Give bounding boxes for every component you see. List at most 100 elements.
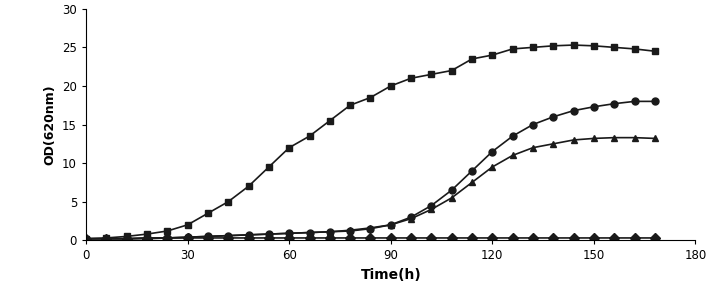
p426TEF-Xym1 <box>366 226 375 230</box>
p426TEF-Xym1 <box>123 237 131 241</box>
p426TEF-Xym1 <box>244 233 253 237</box>
p426TEF-Xym2 <box>467 169 476 173</box>
p426TEF-Xym1 <box>610 136 619 139</box>
p426TEF-XiPiromyces <box>528 46 537 49</box>
p426TEF-Xym1 <box>204 235 212 238</box>
p426TEF-XiPiromyces <box>488 53 497 57</box>
p426TEF-XiPiromyces <box>224 200 232 203</box>
p426TEF-XiPiromyces <box>427 73 436 76</box>
p426TEF-Xym2 <box>488 150 497 153</box>
p426TEF-XiPiromyces <box>82 237 90 241</box>
p426TEF-Xym1 <box>650 137 659 140</box>
p426TEF-Xym2 <box>549 115 558 119</box>
p426TEF (empty) <box>184 236 192 240</box>
p426TEF-Xym1 <box>589 137 598 140</box>
p426TEF-Xym2 <box>386 223 395 226</box>
p426TEF (empty) <box>326 236 334 240</box>
p426TEF-Xym1 <box>102 237 110 241</box>
p426TEF (empty) <box>488 236 497 240</box>
p426TEF-XiPiromyces <box>630 47 639 51</box>
p426TEF (empty) <box>285 236 293 240</box>
p426TEF-Xym2 <box>427 204 436 207</box>
p426TEF-XiPiromyces <box>569 43 578 47</box>
p426TEF-Xym2 <box>366 227 375 231</box>
p426TEF-XiPiromyces <box>366 96 375 99</box>
p426TEF-Xym2 <box>589 105 598 108</box>
p426TEF-Xym1 <box>427 208 436 211</box>
p426TEF-Xym2 <box>143 236 151 240</box>
p426TEF-Xym2 <box>528 123 537 126</box>
p426TEF-XiPiromyces <box>204 212 212 215</box>
p426TEF-XiPiromyces <box>346 103 354 107</box>
p426TEF-XiPiromyces <box>549 44 558 47</box>
p426TEF-Xym1 <box>549 142 558 146</box>
p426TEF (empty) <box>610 236 619 240</box>
p426TEF-XiPiromyces <box>467 57 476 61</box>
p426TEF-Xym1 <box>488 165 497 169</box>
p426TEF-Xym1 <box>447 196 456 200</box>
p426TEF-Xym1 <box>285 231 293 235</box>
p426TEF (empty) <box>163 236 171 240</box>
p426TEF-Xym2 <box>184 235 192 239</box>
p426TEF (empty) <box>386 236 395 240</box>
Line: p426TEF-XiPiromyces: p426TEF-XiPiromyces <box>82 42 658 242</box>
p426TEF-Xym1 <box>346 229 354 232</box>
p426TEF-Xym2 <box>305 231 314 234</box>
p426TEF-Xym1 <box>224 234 232 237</box>
p426TEF (empty) <box>549 236 558 240</box>
p426TEF-Xym2 <box>630 100 639 103</box>
p426TEF-Xym2 <box>244 233 253 237</box>
p426TEF-XiPiromyces <box>143 232 151 236</box>
p426TEF-Xym2 <box>265 232 273 236</box>
p426TEF (empty) <box>589 236 598 240</box>
p426TEF-Xym2 <box>285 231 293 235</box>
p426TEF-XiPiromyces <box>589 44 598 47</box>
p426TEF (empty) <box>265 236 273 240</box>
p426TEF (empty) <box>204 236 212 240</box>
p426TEF (empty) <box>427 236 436 240</box>
p426TEF (empty) <box>650 236 659 240</box>
p426TEF-XiPiromyces <box>447 69 456 72</box>
p426TEF-XiPiromyces <box>163 229 171 233</box>
p426TEF-Xym1 <box>528 146 537 149</box>
p426TEF-XiPiromyces <box>508 47 517 51</box>
p426TEF-Xym1 <box>407 217 415 220</box>
p426TEF-XiPiromyces <box>265 165 273 169</box>
p426TEF (empty) <box>366 236 375 240</box>
p426TEF-Xym2 <box>326 230 334 234</box>
X-axis label: Time(h): Time(h) <box>361 268 421 282</box>
p426TEF-Xym1 <box>143 236 151 240</box>
p426TEF-Xym2 <box>650 100 659 103</box>
p426TEF-XiPiromyces <box>184 223 192 226</box>
p426TEF-Xym2 <box>610 102 619 105</box>
p426TEF (empty) <box>346 236 354 240</box>
p426TEF (empty) <box>305 236 314 240</box>
p426TEF-Xym2 <box>569 109 578 113</box>
p426TEF-XiPiromyces <box>650 50 659 53</box>
p426TEF-Xym1 <box>265 232 273 236</box>
p426TEF (empty) <box>244 236 253 240</box>
p426TEF-XiPiromyces <box>305 134 314 138</box>
p426TEF (empty) <box>123 237 131 241</box>
Line: p426TEF-Xym2: p426TEF-Xym2 <box>82 98 658 242</box>
p426TEF-Xym1 <box>305 231 314 234</box>
p426TEF (empty) <box>528 236 537 240</box>
p426TEF-Xym1 <box>326 230 334 234</box>
p426TEF (empty) <box>630 236 639 240</box>
p426TEF-XiPiromyces <box>244 185 253 188</box>
p426TEF (empty) <box>569 236 578 240</box>
p426TEF-XiPiromyces <box>610 46 619 49</box>
p426TEF-XiPiromyces <box>326 119 334 122</box>
p426TEF (empty) <box>224 236 232 240</box>
p426TEF-Xym1 <box>630 136 639 139</box>
p426TEF-Xym2 <box>407 215 415 219</box>
p426TEF (empty) <box>102 237 110 241</box>
p426TEF-Xym2 <box>508 134 517 138</box>
p426TEF-Xym1 <box>82 237 90 241</box>
p426TEF (empty) <box>467 236 476 240</box>
p426TEF (empty) <box>143 237 151 241</box>
Y-axis label: OD(620nm): OD(620nm) <box>44 84 57 165</box>
p426TEF (empty) <box>447 236 456 240</box>
p426TEF-Xym2 <box>447 188 456 192</box>
p426TEF-Xym1 <box>569 138 578 142</box>
